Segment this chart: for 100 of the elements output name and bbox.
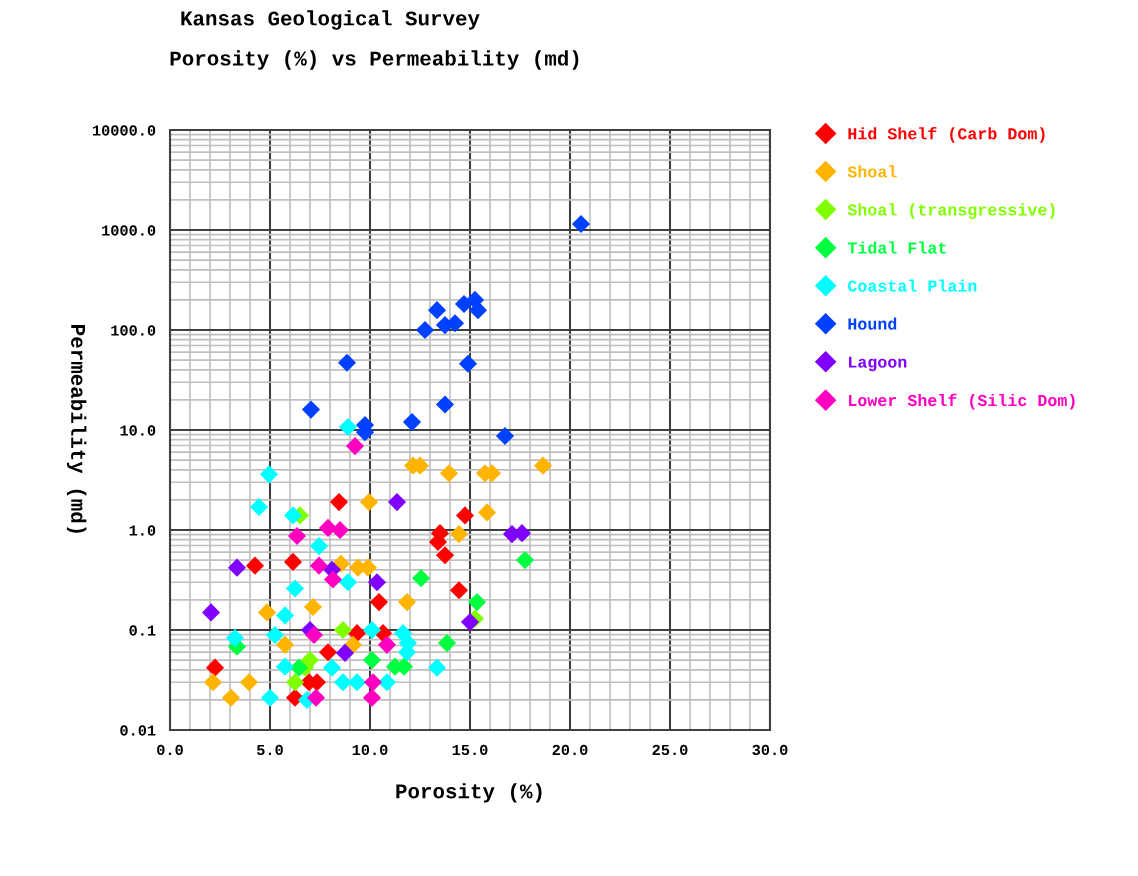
point (571, 214, 591, 233)
point (239, 673, 259, 692)
x-tick-label: 20.0 (552, 744, 588, 756)
point (367, 573, 387, 592)
point (369, 593, 389, 612)
point (333, 620, 353, 640)
point (285, 579, 305, 598)
point (449, 581, 469, 600)
point (289, 658, 309, 677)
point (467, 593, 487, 612)
point (337, 353, 357, 372)
y-tick-label: 10000.0 (92, 125, 156, 136)
legend-label: Lower Shelf (Silic Dom) (849, 393, 1075, 410)
point (283, 506, 303, 525)
point (454, 294, 474, 314)
point (338, 573, 358, 592)
point (221, 688, 241, 707)
point (257, 603, 277, 622)
x-tick-label: 5.0 (257, 744, 283, 756)
point (287, 526, 307, 546)
point (205, 658, 225, 677)
legend-label: Coastal Plain (847, 279, 977, 292)
point (260, 688, 280, 707)
point (362, 688, 382, 707)
point (335, 643, 355, 662)
x-tick-label: 0.0 (157, 744, 183, 756)
point (387, 493, 407, 512)
point (275, 657, 295, 676)
point (397, 593, 417, 612)
y-tick-label: 10.0 (120, 425, 156, 436)
y-tick-label: 1000.0 (102, 225, 156, 236)
point (515, 551, 535, 570)
point (301, 400, 321, 419)
point (437, 634, 457, 653)
y-tick-label: 0.01 (120, 725, 156, 736)
point (322, 658, 342, 677)
legend-label: Hound (848, 317, 897, 330)
point (309, 556, 329, 575)
y-tick-label: 1.0 (129, 525, 156, 536)
point (495, 426, 515, 446)
x-tick-label: 25.0 (652, 744, 688, 756)
point (201, 603, 221, 622)
point (468, 301, 488, 320)
point (318, 643, 338, 662)
point (533, 456, 553, 475)
point (411, 569, 431, 588)
point (303, 597, 323, 617)
point (449, 525, 469, 544)
point (225, 629, 245, 648)
x-tick-label: 30.0 (752, 744, 788, 756)
point (460, 613, 480, 632)
point (477, 503, 497, 522)
point (415, 320, 435, 340)
point (285, 673, 305, 692)
point (309, 537, 329, 556)
point (283, 552, 303, 571)
point (259, 465, 279, 484)
point (203, 673, 223, 692)
point (439, 464, 459, 483)
y-tick-label: 100.0 (111, 325, 156, 336)
x-axis-title: Porosity (%) (396, 783, 542, 803)
legend-label: Tidal Flat (847, 241, 946, 254)
point (427, 301, 447, 320)
point (362, 651, 382, 670)
point (427, 658, 447, 677)
legend-label: Lagoon (849, 356, 907, 372)
point (275, 606, 295, 625)
point (362, 620, 382, 640)
point (245, 556, 265, 575)
point (323, 570, 343, 589)
point (377, 635, 397, 654)
point (435, 395, 455, 414)
x-tick-label: 10.0 (352, 744, 388, 756)
point (402, 413, 422, 432)
point (347, 673, 367, 692)
point (227, 558, 247, 577)
chart-subtitle: Porosity (%) vs Permeability (md) (170, 50, 579, 70)
point (435, 546, 455, 565)
point (377, 673, 397, 692)
point (455, 506, 475, 525)
point (275, 635, 295, 654)
point (458, 354, 478, 373)
point (338, 418, 358, 437)
point (265, 626, 285, 645)
point (345, 437, 365, 456)
y-tick-label: 0.1 (129, 625, 156, 636)
legend-label: Shoal (847, 165, 897, 178)
legend-label: Shoal (transgressive) (847, 203, 1055, 219)
point (304, 626, 324, 645)
point (330, 520, 350, 540)
chart-title: Kansas Geological Survey (181, 10, 480, 30)
point (306, 688, 326, 707)
point (363, 673, 383, 692)
legend-label: Hid Shelf (Carb Dom) (848, 127, 1045, 143)
point (329, 493, 349, 512)
x-tick-label: 15.0 (452, 744, 488, 756)
point (333, 673, 353, 692)
point (359, 493, 379, 512)
y-axis-title: Permeability (md) (66, 325, 87, 533)
point (249, 497, 269, 517)
